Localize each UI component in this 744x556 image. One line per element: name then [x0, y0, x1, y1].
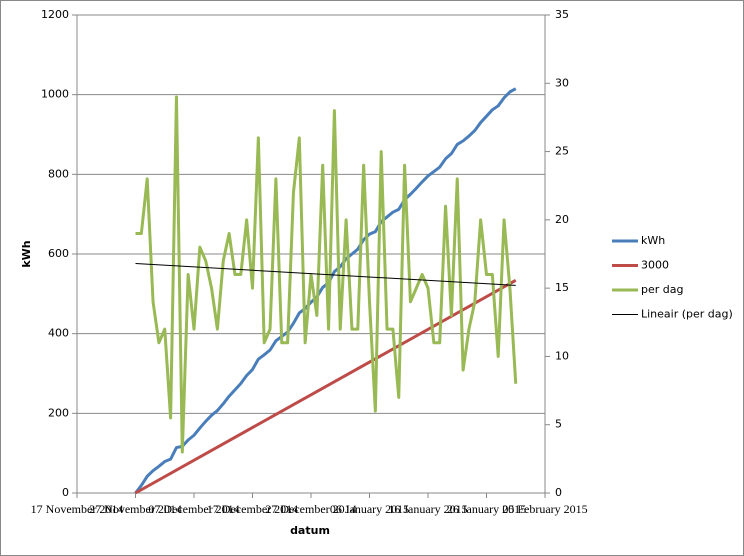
legend-label: kWh	[641, 234, 665, 247]
x-tick-label: 17 December 2014	[207, 502, 298, 516]
x-axis-label: datum	[290, 524, 330, 537]
y2-tick-label: 25	[555, 145, 569, 158]
y-axis-label: kWh	[20, 240, 33, 267]
y-tick-label: 400	[48, 327, 69, 340]
x-tick-label: 27 December 2014	[265, 502, 356, 516]
x-tick-label: 17 November 2014	[31, 502, 124, 516]
y2-tick-label: 0	[555, 486, 562, 499]
y-tick-label: 200	[48, 406, 69, 419]
legend-label: 3000	[641, 259, 669, 272]
y-tick-label: 800	[48, 167, 69, 180]
legend-label: Lineair (per dag)	[641, 308, 733, 321]
y2-tick-label: 10	[555, 349, 569, 362]
y-tick-label: 1000	[41, 88, 69, 101]
y-tick-label: 0	[62, 486, 69, 499]
x-tick-label: 16 January 2015	[388, 502, 467, 516]
x-tick-label: 05 February 2015	[502, 502, 587, 516]
y2-tick-label: 35	[555, 8, 569, 21]
series-line	[135, 263, 516, 286]
x-tick-label: 27 November 2014	[89, 502, 182, 516]
y2-tick-label: 5	[555, 418, 562, 431]
x-tick-label: 07 December 2014	[148, 502, 239, 516]
x-tick-label: 06 January 2015	[330, 502, 409, 516]
y2-tick-label: 30	[555, 76, 569, 89]
series-line	[135, 95, 518, 454]
y-tick-label: 1200	[41, 8, 69, 21]
x-tick-label: 26 January 2015	[447, 502, 526, 516]
y-tick-label: 600	[48, 247, 69, 260]
y2-tick-label: 15	[555, 281, 569, 294]
legend-label: per dag	[641, 283, 683, 296]
y2-tick-label: 20	[555, 213, 569, 226]
